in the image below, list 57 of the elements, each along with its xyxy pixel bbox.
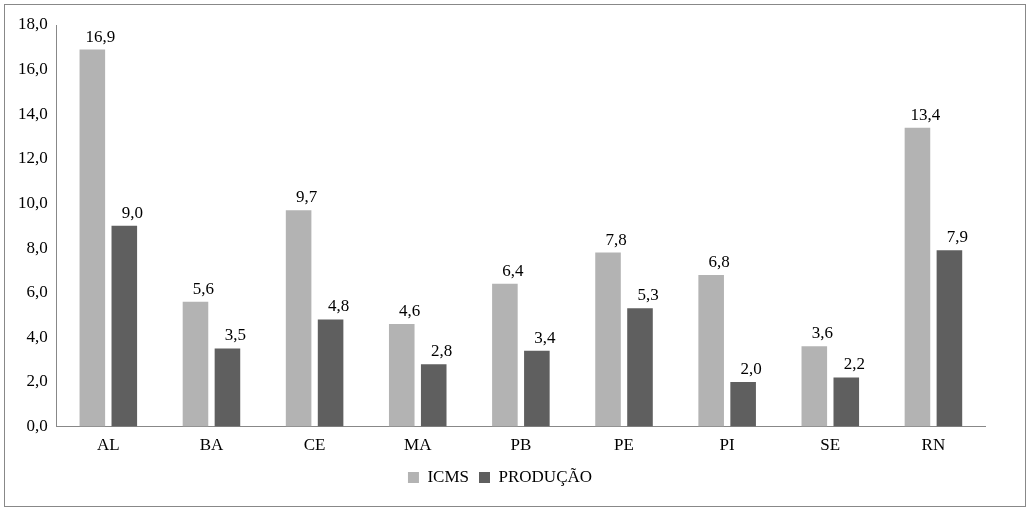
data-label: 13,4 xyxy=(910,104,941,124)
bar xyxy=(698,274,724,427)
bar xyxy=(627,308,653,427)
y-tick-label: 18,0 xyxy=(18,14,48,34)
x-tick-label: CE xyxy=(303,435,326,455)
data-label: 5,3 xyxy=(637,285,659,305)
bar xyxy=(833,377,860,427)
bar xyxy=(285,210,312,427)
bar xyxy=(904,127,931,427)
x-tick-label: BA xyxy=(199,435,224,455)
data-label: 4,8 xyxy=(327,296,350,316)
bar xyxy=(111,225,138,427)
data-label: 2,0 xyxy=(740,358,762,378)
x-tick-label: SE xyxy=(820,435,841,455)
data-label: 2,2 xyxy=(843,354,865,374)
bar xyxy=(420,364,447,427)
data-label: 7,9 xyxy=(946,227,969,247)
data-label: 3,4 xyxy=(534,327,556,347)
x-tick-label: RN xyxy=(921,435,946,455)
bar xyxy=(214,348,241,427)
y-tick-label: 6,0 xyxy=(26,282,48,302)
x-tick-label: MA xyxy=(404,435,433,455)
data-label: 5,6 xyxy=(192,278,215,298)
bar xyxy=(524,350,550,427)
y-tick-label: 12,0 xyxy=(18,148,48,168)
legend-label: PRODUÇÃO xyxy=(498,466,593,486)
data-label: 9,7 xyxy=(295,187,318,207)
bar xyxy=(595,252,621,427)
y-tick-label: 14,0 xyxy=(18,103,48,123)
bar xyxy=(801,346,828,427)
y-tick-label: 10,0 xyxy=(18,192,48,212)
legend-label: ICMS xyxy=(427,466,470,486)
bar xyxy=(388,323,415,427)
bar xyxy=(79,49,106,427)
x-tick-label: PB xyxy=(510,435,532,455)
x-tick-label: PE xyxy=(614,435,634,455)
bar xyxy=(317,319,344,427)
data-label: 2,8 xyxy=(431,341,453,361)
y-tick-label: 2,0 xyxy=(26,371,48,391)
y-tick-label: 8,0 xyxy=(26,237,48,257)
y-tick-label: 0,0 xyxy=(26,416,48,436)
data-label: 7,8 xyxy=(605,229,627,249)
bar xyxy=(730,381,756,427)
y-tick-label: 4,0 xyxy=(26,326,48,346)
x-tick-label: PI xyxy=(719,435,736,455)
bar xyxy=(492,283,518,427)
data-label: 9,0 xyxy=(121,202,143,222)
x-tick-label: AL xyxy=(96,435,120,455)
data-label: 6,8 xyxy=(708,251,730,271)
data-label: 4,6 xyxy=(399,300,421,320)
bar xyxy=(936,250,963,427)
y-tick-label: 16,0 xyxy=(18,59,48,79)
data-label: 3,6 xyxy=(811,323,833,343)
data-label: 6,4 xyxy=(502,260,525,280)
data-label: 3,5 xyxy=(224,325,247,345)
data-label: 16,9 xyxy=(85,26,116,46)
bar xyxy=(182,301,209,427)
